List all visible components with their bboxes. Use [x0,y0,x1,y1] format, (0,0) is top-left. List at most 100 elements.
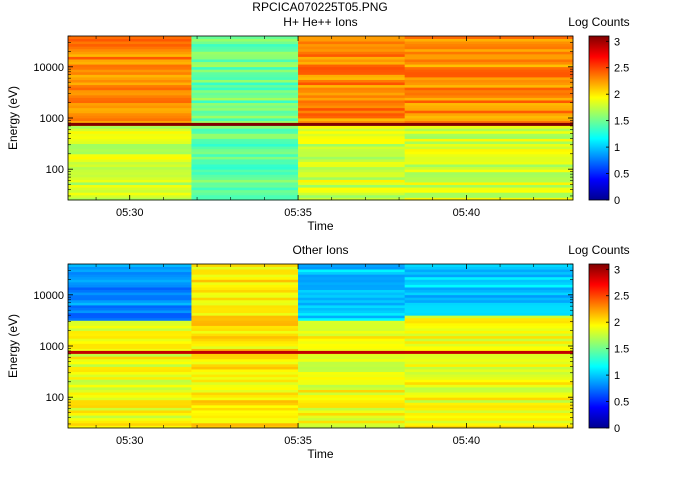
y-tick-label: 100 [46,392,64,404]
heatmap-cell [298,415,406,419]
heatmap-cell [191,299,299,303]
heatmap-cell [68,325,192,329]
heatmap-cell [298,371,406,375]
heatmap-cell [298,399,406,403]
heatmap-cell [191,276,299,280]
heatmap-cell [68,376,192,380]
heatmap-cell [68,363,192,367]
heatmap-cell [298,417,406,421]
heatmap-cell [191,164,299,168]
heatmap-cell [191,376,299,380]
heatmap-cell [68,74,192,78]
heatmap-cell [298,151,406,155]
heatmap-cell [68,312,192,316]
heatmap-cell [404,397,574,401]
heatmap-cell [298,128,406,132]
heatmap-cell [298,77,406,80]
heatmap-cell [404,425,574,429]
heatmap-cell [68,187,192,191]
colorbar-tick-label: 2 [614,89,620,101]
heatmap-cell [68,79,192,83]
heatmap-cell [298,289,406,293]
heatmap-cell [404,100,574,104]
heatmap-cell [68,299,192,303]
heatmap-cell [191,292,299,296]
heatmap-cell [68,346,192,349]
heatmap-cell [298,182,406,186]
heatmap-cell [191,381,299,385]
y-axis-label: Energy (eV) [6,314,20,378]
heatmap-cell [404,189,574,193]
heatmap-cell [191,363,299,367]
heatmap-cell [68,417,192,421]
heatmap-cell [68,371,192,375]
heatmap-cell [191,151,299,155]
heatmap-cell [191,356,299,360]
heatmap-cell [191,312,299,316]
heatmap-cell [191,346,299,349]
heatmap-cell [191,174,299,178]
heatmap-cell [298,156,406,160]
heatmap-cell [404,79,574,83]
heatmap-cell [404,348,574,352]
heatmap-cell [191,361,299,365]
heatmap-cell [298,397,406,401]
heatmap-cell [191,425,299,429]
heatmap-cell [191,389,299,393]
heatmap-cell [298,387,406,390]
heatmap-cell [298,120,406,124]
heatmap-cell [68,302,192,306]
heatmap-cell [404,169,574,173]
heatmap-cell [404,333,574,337]
heatmap-cell [191,399,299,403]
heatmap-cell [404,402,574,406]
heatmap-cell [68,112,192,116]
heatmap-cell [404,292,574,296]
heatmap-cell [68,184,192,188]
heatmap-cell [404,105,574,109]
heatmap-cell [404,410,574,414]
heatmap-cell [191,310,299,314]
heatmap-cell [298,302,406,306]
heatmap-cell [191,159,299,162]
heatmap-cell [191,320,299,324]
heatmap-cell [68,77,192,80]
heatmap-cell [404,74,574,78]
heatmap-cell [298,166,406,170]
heatmap-cell [191,420,299,424]
heatmap-cell [68,43,192,47]
x-tick-label: 05:35 [284,435,312,447]
heatmap-cell [191,71,299,75]
heatmap-cell [404,379,574,383]
heatmap-cell [298,189,406,193]
colorbar-tick-label: 0 [614,195,620,207]
heatmap-cell [404,422,574,426]
heatmap-cell [298,164,406,168]
heatmap-cell [191,115,299,119]
heatmap-cell [298,297,406,301]
heatmap-cell [191,353,299,357]
heatmap-cell [68,161,192,165]
heatmap-cell [404,376,574,380]
heatmap-cell [191,264,299,267]
heatmap-cell [191,397,299,401]
heatmap-cell [298,153,406,157]
heatmap-cell [298,161,406,165]
heatmap-cell [404,194,574,198]
heatmap-cell [298,110,406,114]
heatmap-cell [68,94,192,98]
heatmap-cell [404,346,574,349]
heatmap-cell [298,74,406,78]
heatmap-cell [404,187,574,191]
heatmap-cell [68,415,192,419]
colorbar-tick-label: 3 [614,36,620,48]
heatmap-cell [191,43,299,47]
heatmap-cell [298,284,406,288]
heatmap-cell [298,61,406,65]
heatmap-cell [404,87,574,91]
y-tick-label: 10000 [33,62,64,74]
heatmap-cell [404,299,574,303]
heatmap-cell [298,361,406,365]
heatmap-cell [404,284,574,288]
heatmap-cell [404,264,574,267]
